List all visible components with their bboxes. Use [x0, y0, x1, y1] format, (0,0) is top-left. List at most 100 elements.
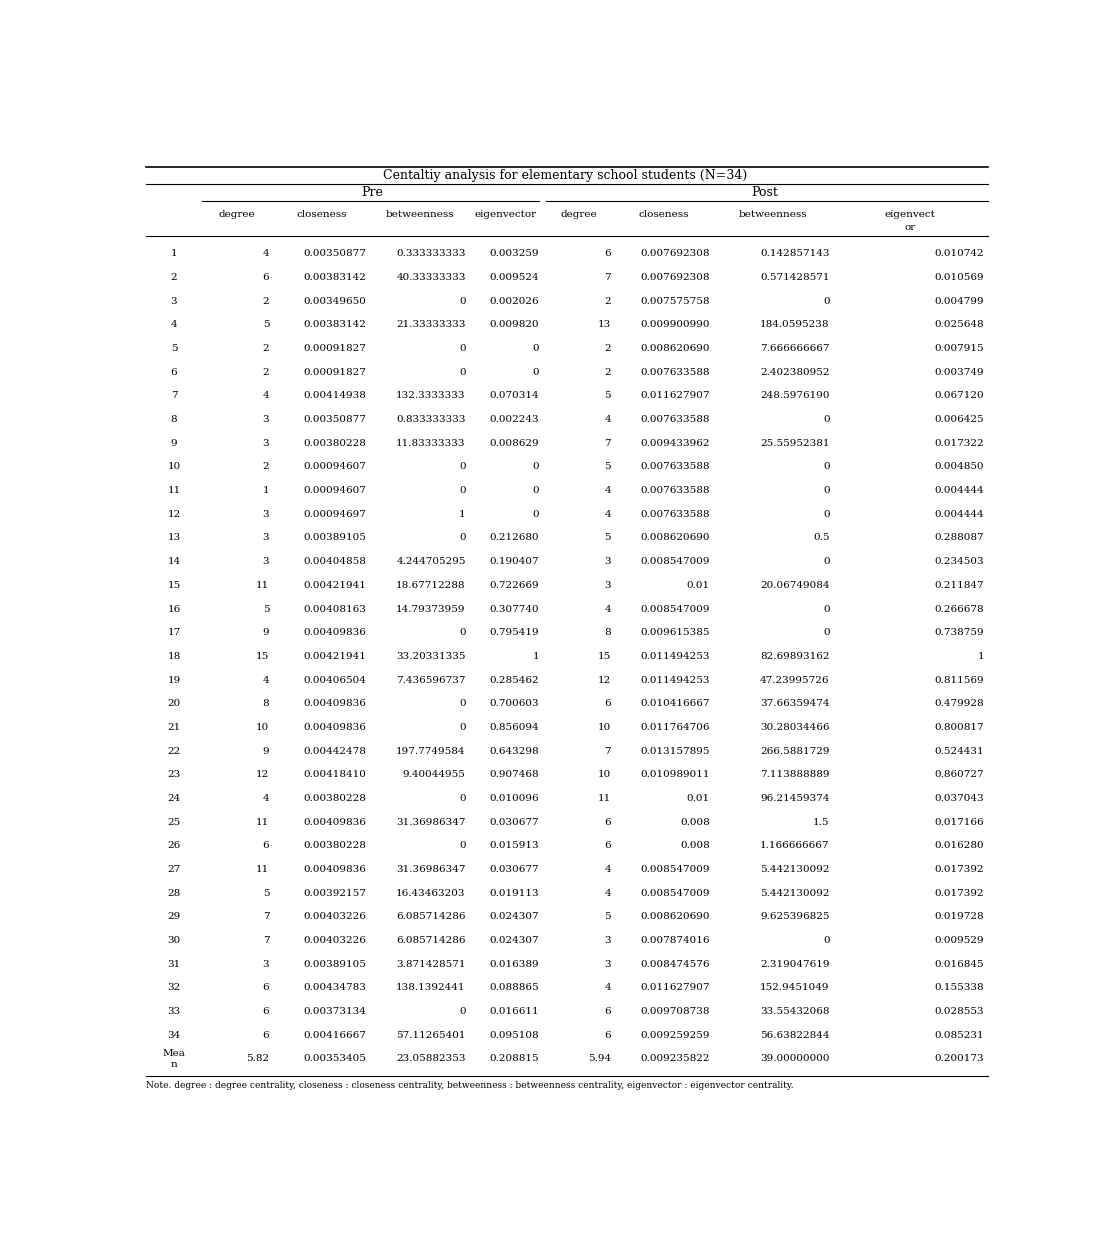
Text: 21.33333333: 21.33333333	[397, 321, 466, 329]
Text: 12: 12	[597, 676, 611, 684]
Text: 0.00403226: 0.00403226	[304, 936, 367, 944]
Text: 2: 2	[171, 272, 177, 282]
Text: closeness: closeness	[638, 210, 689, 219]
Text: 0: 0	[460, 462, 466, 471]
Text: 0.017392: 0.017392	[934, 866, 984, 874]
Text: 0.00380228: 0.00380228	[304, 794, 367, 803]
Text: 33.20331335: 33.20331335	[397, 652, 466, 661]
Text: 20: 20	[168, 699, 181, 708]
Text: 0.024307: 0.024307	[489, 936, 539, 944]
Text: 0.524431: 0.524431	[934, 747, 984, 756]
Text: 0.008: 0.008	[680, 817, 710, 826]
Text: 3.871428571: 3.871428571	[397, 959, 466, 969]
Text: 0.008620690: 0.008620690	[640, 912, 710, 921]
Text: 1.166666667: 1.166666667	[760, 841, 830, 851]
Text: 10: 10	[168, 462, 181, 471]
Text: 14.79373959: 14.79373959	[397, 604, 466, 614]
Text: 0.008: 0.008	[680, 841, 710, 851]
Text: 56.63822844: 56.63822844	[760, 1031, 830, 1039]
Text: 0: 0	[823, 509, 830, 519]
Text: 0.00091827: 0.00091827	[304, 344, 367, 353]
Text: 4: 4	[604, 866, 611, 874]
Text: 2: 2	[262, 344, 269, 353]
Text: 0.007575758: 0.007575758	[640, 297, 710, 306]
Text: 6: 6	[604, 1007, 611, 1016]
Text: 0.009524: 0.009524	[489, 272, 539, 282]
Text: 0.007633588: 0.007633588	[640, 486, 710, 496]
Text: 0.00350877: 0.00350877	[304, 416, 367, 424]
Text: 0.008547009: 0.008547009	[640, 604, 710, 614]
Text: 0.007633588: 0.007633588	[640, 416, 710, 424]
Text: 21: 21	[168, 723, 181, 732]
Text: 0.008474576: 0.008474576	[640, 959, 710, 969]
Text: 16.43463203: 16.43463203	[397, 889, 466, 898]
Text: 11: 11	[256, 581, 269, 589]
Text: 3: 3	[262, 416, 269, 424]
Text: 7.113888889: 7.113888889	[760, 771, 830, 779]
Text: 32: 32	[168, 984, 181, 993]
Text: 0: 0	[460, 297, 466, 306]
Text: 0.155338: 0.155338	[934, 984, 984, 993]
Text: 26: 26	[168, 841, 181, 851]
Text: 20.06749084: 20.06749084	[760, 581, 830, 589]
Text: 3: 3	[262, 959, 269, 969]
Text: 0.003749: 0.003749	[934, 367, 984, 377]
Text: 37.66359474: 37.66359474	[760, 699, 830, 708]
Text: 0.009708738: 0.009708738	[640, 1007, 710, 1016]
Text: 0.234503: 0.234503	[934, 557, 984, 566]
Text: 4: 4	[604, 889, 611, 898]
Text: 0.142857143: 0.142857143	[760, 249, 830, 258]
Text: 0.004799: 0.004799	[934, 297, 984, 306]
Text: 0.00421941: 0.00421941	[304, 652, 367, 661]
Text: 6: 6	[171, 367, 177, 377]
Text: 27: 27	[168, 866, 181, 874]
Text: 0.190407: 0.190407	[489, 557, 539, 566]
Text: 1: 1	[262, 486, 269, 496]
Text: 0.009259259: 0.009259259	[640, 1031, 710, 1039]
Text: 14: 14	[168, 557, 181, 566]
Text: 0.00403226: 0.00403226	[304, 912, 367, 921]
Text: 0.795419: 0.795419	[489, 628, 539, 637]
Text: 0.009900990: 0.009900990	[640, 321, 710, 329]
Text: 4: 4	[262, 391, 269, 401]
Text: 0.700603: 0.700603	[489, 699, 539, 708]
Text: 0.00421941: 0.00421941	[304, 581, 367, 589]
Text: 8: 8	[604, 628, 611, 637]
Text: 8: 8	[171, 416, 177, 424]
Text: 0.722669: 0.722669	[489, 581, 539, 589]
Text: Post: Post	[752, 186, 778, 199]
Text: 5: 5	[604, 912, 611, 921]
Text: 0: 0	[823, 416, 830, 424]
Text: 2: 2	[262, 462, 269, 471]
Text: 2: 2	[604, 297, 611, 306]
Text: 6: 6	[604, 817, 611, 826]
Text: 9: 9	[171, 439, 177, 448]
Text: 0.5: 0.5	[813, 534, 830, 543]
Text: 0.007633588: 0.007633588	[640, 462, 710, 471]
Text: 0: 0	[460, 367, 466, 377]
Text: 0.008547009: 0.008547009	[640, 557, 710, 566]
Text: 0.00409836: 0.00409836	[304, 817, 367, 826]
Text: 3: 3	[262, 509, 269, 519]
Text: 17: 17	[168, 628, 181, 637]
Text: 0.00383142: 0.00383142	[304, 272, 367, 282]
Text: 33: 33	[168, 1007, 181, 1016]
Text: 184.0595238: 184.0595238	[760, 321, 830, 329]
Text: 5.442130092: 5.442130092	[760, 889, 830, 898]
Text: 0.00409836: 0.00409836	[304, 866, 367, 874]
Text: 47.23995726: 47.23995726	[760, 676, 830, 684]
Text: 0.009433962: 0.009433962	[640, 439, 710, 448]
Text: 7: 7	[604, 439, 611, 448]
Text: 0.00389105: 0.00389105	[304, 959, 367, 969]
Text: 0.00442478: 0.00442478	[304, 747, 367, 756]
Text: 4: 4	[262, 249, 269, 258]
Text: 0.010416667: 0.010416667	[640, 699, 710, 708]
Text: 0.015913: 0.015913	[489, 841, 539, 851]
Text: 0.212680: 0.212680	[489, 534, 539, 543]
Text: 6: 6	[604, 1031, 611, 1039]
Text: 6: 6	[604, 699, 611, 708]
Text: 0.288087: 0.288087	[934, 534, 984, 543]
Text: 0.010989011: 0.010989011	[640, 771, 710, 779]
Text: 0.004444: 0.004444	[934, 509, 984, 519]
Text: 0: 0	[823, 628, 830, 637]
